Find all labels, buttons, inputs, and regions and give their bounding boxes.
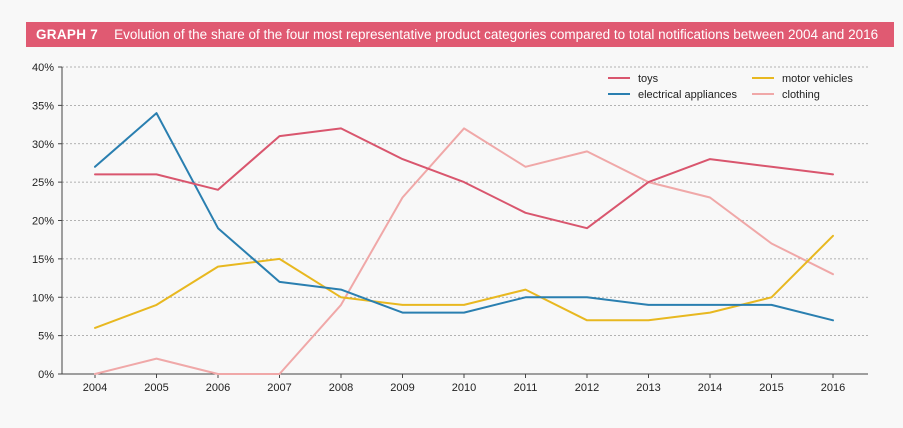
- gridlines: [62, 66, 868, 337]
- y-tick-label: 35%: [32, 100, 54, 112]
- series-line-motor-vehicles: [94, 234, 834, 329]
- x-tick-label: 2006: [206, 382, 230, 394]
- series-lines: [94, 112, 834, 375]
- x-tick-label: 2007: [267, 382, 291, 394]
- chart-title: Evolution of the share of the four most …: [114, 27, 879, 42]
- y-tick-label: 15%: [32, 254, 54, 266]
- graph-number-label: GRAPH 7: [36, 27, 99, 42]
- x-tick-label: 2013: [636, 382, 660, 394]
- y-tick-label: 0%: [38, 369, 54, 381]
- series-line-toys: [94, 127, 834, 230]
- y-tick-label: 25%: [32, 177, 54, 189]
- x-tick-label: 2004: [83, 382, 107, 394]
- y-tick-label: 40%: [32, 62, 54, 74]
- y-tick-label: 10%: [32, 292, 54, 304]
- legend-label-clothing: clothing: [782, 89, 820, 101]
- x-tick-label: 2005: [144, 382, 168, 394]
- x-axis-ticks: 2004 2005 2006 2007 2008 2009 2010 2011 2012 2013…: [83, 374, 845, 394]
- x-tick-label: 2014: [698, 382, 722, 394]
- x-tick-label: 2010: [452, 382, 476, 394]
- legend-label-electrical-appliances: electrical appliances: [638, 89, 738, 101]
- x-tick-label: 2012: [575, 382, 599, 394]
- series-line-electrical-appliances: [94, 112, 834, 322]
- legend-label-motor-vehicles: motor vehicles: [782, 73, 853, 85]
- series-line-clothing: [94, 127, 834, 375]
- legend-label-toys: toys: [638, 73, 659, 85]
- legend: toys electrical appliances motor vehicles c…: [608, 73, 853, 101]
- chart-header: GRAPH 7 Evolution of the share of the fo…: [26, 22, 894, 47]
- x-tick-label: 2016: [821, 382, 845, 394]
- y-tick-label: 5%: [38, 331, 54, 343]
- y-axis-ticks: 0% 5% 10% 15% 20% 25% 30% 35% 40%: [32, 62, 62, 381]
- y-tick-label: 30%: [32, 139, 54, 151]
- x-tick-label: 2011: [514, 382, 538, 394]
- x-tick-label: 2009: [390, 382, 414, 394]
- x-tick-label: 2008: [329, 382, 353, 394]
- y-tick-label: 20%: [32, 216, 54, 228]
- x-tick-label: 2015: [759, 382, 783, 394]
